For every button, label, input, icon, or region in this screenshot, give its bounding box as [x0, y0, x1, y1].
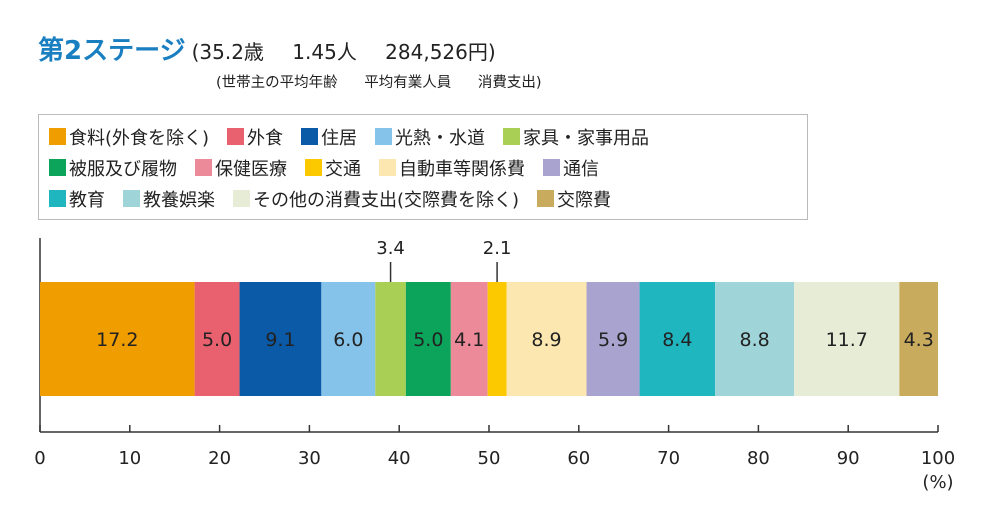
legend-label: 教養娯楽	[143, 189, 215, 211]
legend-item: 自動車等関係費	[379, 155, 525, 181]
legend-item: 保健医療	[195, 155, 287, 181]
stat-earners: 1.45人	[292, 40, 357, 64]
chart-title: 第2ステージ	[38, 36, 186, 66]
legend-swatch	[227, 128, 245, 145]
legend-swatch	[233, 190, 250, 207]
stat-label-spending: 消費支出)	[477, 75, 542, 91]
legend-swatch	[123, 190, 140, 207]
data-label: 17.2	[96, 329, 138, 351]
data-label: 5.9	[598, 329, 628, 351]
x-tick-label: 30	[298, 448, 321, 469]
legend-label: 教育	[69, 189, 105, 211]
legend-swatch	[49, 128, 66, 145]
stat-age: (35.2歳	[191, 40, 264, 64]
legend-label: 保健医療	[215, 158, 287, 180]
x-tick-label: 0	[34, 448, 45, 469]
legend-item: 住居	[301, 124, 357, 150]
x-tick-label: 60	[567, 448, 590, 469]
legend-swatch	[49, 159, 66, 176]
legend-item: 通信	[543, 155, 599, 181]
legend-label: 自動車等関係費	[399, 158, 525, 180]
data-label: 3.4	[376, 238, 405, 259]
bar-segment	[239, 282, 322, 396]
legend-swatch	[301, 128, 319, 145]
stat-label-age: (世帯主の平均年齢	[216, 75, 338, 91]
bar-segment	[794, 282, 900, 396]
bar-segment	[375, 282, 406, 396]
legend-item: 外食	[227, 124, 283, 150]
bar-segment	[586, 282, 640, 396]
data-label: 8.4	[662, 329, 692, 351]
legend-item: 交際費	[537, 186, 611, 212]
x-tick-label: 40	[388, 448, 411, 469]
legend-item: 光熱・水道	[375, 124, 485, 150]
legend-label: 食料(外食を除く)	[69, 127, 210, 149]
legend-item: 家具・家事用品	[503, 124, 649, 150]
bar-segment	[506, 282, 587, 396]
data-label: 2.1	[483, 238, 512, 259]
data-label: 4.1	[454, 329, 484, 351]
stat-labels: (世帯主の平均年齢 平均有業人員 消費支出)	[216, 71, 564, 92]
legend-label: 交通	[325, 158, 361, 180]
legend-swatch	[503, 128, 521, 145]
legend-label: 被服及び履物	[69, 158, 177, 180]
x-tick-label: 80	[747, 448, 770, 469]
x-tick-label: 90	[837, 448, 860, 469]
legend-item: 教育	[49, 186, 105, 212]
legend-label: 光熱・水道	[395, 127, 486, 149]
legend-label: 交際費	[557, 189, 612, 211]
x-tick-label: 10	[118, 448, 141, 469]
legend-row: 被服及び履物 保健医療 交通 自動車等関係費 通信	[49, 152, 797, 183]
bar-segment	[715, 282, 795, 396]
data-label: 11.7	[826, 329, 868, 351]
legend-label: 住居	[321, 127, 358, 149]
legend-label: 家具・家事用品	[523, 127, 650, 149]
x-tick-label: 50	[478, 448, 501, 469]
stat-label-earners: 平均有業人員	[364, 75, 452, 91]
legend-label: 通信	[563, 158, 599, 180]
data-label: 4.3	[904, 329, 934, 351]
legend-item: 被服及び履物	[49, 155, 177, 181]
legend-swatch	[49, 190, 66, 207]
legend-swatch	[537, 190, 555, 207]
bar-segment	[321, 282, 376, 396]
data-label: 5.0	[413, 329, 443, 351]
data-label: 9.1	[265, 329, 295, 351]
bar-segment	[405, 282, 451, 396]
legend-item: その他の消費支出(交際費を除く)	[233, 186, 519, 212]
legend-swatch	[375, 128, 393, 145]
legend-item: 交通	[305, 155, 361, 181]
bar-segment	[40, 282, 195, 396]
bar-segment	[487, 282, 507, 396]
x-tick-label: 100	[921, 448, 955, 469]
legend-label: その他の消費支出(交際費を除く)	[253, 189, 520, 211]
legend: 食料(外食を除く) 外食 住居 光熱・水道 家具・家事用品 被服及び履物 保健医…	[38, 114, 808, 220]
legend-label: 外食	[247, 127, 284, 149]
data-label: 8.8	[740, 329, 770, 351]
legend-row: 教育 教養娯楽 その他の消費支出(交際費を除く) 交際費	[49, 183, 797, 214]
legend-item: 食料(外食を除く)	[49, 124, 209, 150]
legend-item: 教養娯楽	[123, 186, 215, 212]
bar-segment	[194, 282, 240, 396]
data-label: 6.0	[333, 329, 363, 351]
x-unit-label: (%)	[922, 472, 953, 493]
stage-stats: (35.2歳 1.45人 284,526円)	[192, 36, 496, 65]
x-tick-label: 70	[657, 448, 680, 469]
bar-segment	[639, 282, 716, 396]
bar-segment	[450, 282, 488, 396]
title-line: 第2ステージ (35.2歳 1.45人 284,526円)	[38, 30, 564, 67]
legend-swatch	[195, 159, 212, 176]
data-label: 8.9	[531, 329, 561, 351]
legend-swatch	[379, 159, 396, 176]
data-label: 5.0	[202, 329, 232, 351]
stat-spending: 284,526円)	[385, 40, 496, 64]
title-block: 第2ステージ (35.2歳 1.45人 284,526円) (世帯主の平均年齢 …	[38, 30, 564, 92]
legend-row: 食料(外食を除く) 外食 住居 光熱・水道 家具・家事用品	[49, 121, 797, 152]
legend-swatch	[543, 159, 560, 176]
legend-swatch	[305, 159, 322, 176]
x-tick-label: 20	[208, 448, 231, 469]
bar-segment	[899, 282, 938, 396]
